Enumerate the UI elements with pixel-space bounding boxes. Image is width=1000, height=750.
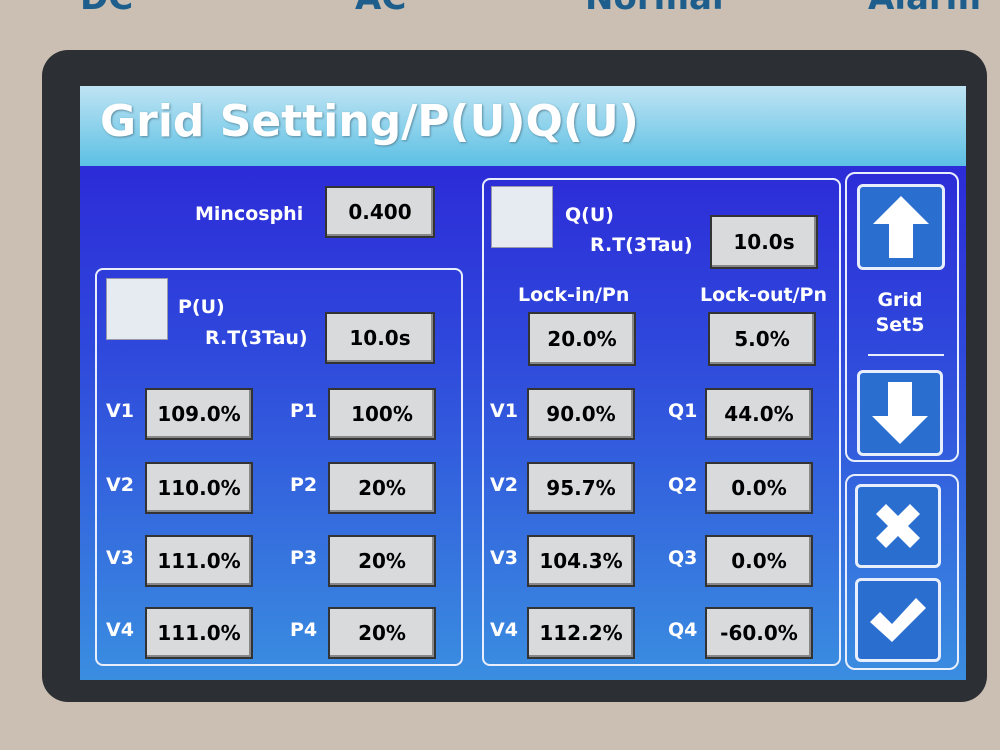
lock-in-label: Lock-in/Pn — [518, 284, 630, 306]
q-label: Q2 — [668, 474, 698, 496]
down-arrow — [872, 382, 928, 444]
v-label: V2 — [490, 474, 518, 496]
mincosphi-field[interactable]: 0.400 — [325, 186, 435, 238]
p-field[interactable]: 100% — [328, 388, 436, 440]
nav-panel — [845, 172, 959, 462]
action-panel — [845, 474, 959, 670]
q-field[interactable]: 0.0% — [705, 462, 813, 514]
cancel-button[interactable] — [855, 484, 941, 568]
q-label: Q4 — [668, 619, 698, 641]
v-label: V4 — [490, 619, 518, 641]
pu-checkbox[interactable] — [106, 278, 168, 340]
v-field[interactable]: 104.3% — [527, 535, 635, 587]
p-label: P2 — [290, 474, 318, 496]
qu-rt-label: R.T(3Tau) — [590, 234, 693, 256]
q-field[interactable]: -60.0% — [705, 607, 813, 659]
title: Grid Setting/P(U)Q(U) — [100, 96, 639, 147]
v-field[interactable]: 110.0% — [145, 462, 253, 514]
p-field[interactable]: 20% — [328, 607, 436, 659]
mincosphi-label: Mincosphi — [195, 203, 304, 225]
status-label: DC — [80, 0, 133, 18]
p-label: P3 — [290, 547, 318, 569]
v-field[interactable]: 111.0% — [145, 535, 253, 587]
divider — [868, 354, 944, 356]
qu-panel — [482, 178, 841, 666]
down-button[interactable] — [857, 370, 943, 456]
confirm-icon — [870, 598, 926, 642]
qu-checkbox[interactable] — [491, 186, 553, 248]
v-field[interactable]: 109.0% — [145, 388, 253, 440]
cancel-icon — [876, 504, 920, 548]
page-line: Set5 — [875, 314, 925, 336]
v-label: V2 — [106, 474, 134, 496]
v-field[interactable]: 112.2% — [527, 607, 635, 659]
lock-out-field[interactable]: 5.0% — [708, 312, 816, 366]
pu-rt-field[interactable]: 10.0s — [325, 312, 435, 364]
q-label: Q3 — [668, 547, 698, 569]
v-label: V3 — [106, 547, 134, 569]
v-label: V1 — [490, 400, 518, 422]
page-line: Grid — [877, 289, 923, 311]
qu-label: Q(U) — [565, 204, 614, 226]
status-label: Normal — [585, 0, 724, 18]
pu-rt-label: R.T(3Tau) — [205, 327, 308, 349]
page-indicator: Grid Set5 — [845, 288, 955, 338]
q-field[interactable]: 0.0% — [705, 535, 813, 587]
v-label: V1 — [106, 400, 134, 422]
qu-rt-field[interactable]: 10.0s — [710, 215, 818, 269]
p-label: P4 — [290, 619, 318, 641]
v-field[interactable]: 90.0% — [527, 388, 635, 440]
v-field[interactable]: 111.0% — [145, 607, 253, 659]
v-field[interactable]: 95.7% — [527, 462, 635, 514]
title-bar — [80, 86, 966, 166]
status-label: AC — [355, 0, 406, 18]
pu-label: P(U) — [178, 296, 225, 318]
lock-out-label: Lock-out/Pn — [700, 284, 827, 306]
v-label: V3 — [490, 547, 518, 569]
p-field[interactable]: 20% — [328, 535, 436, 587]
p-field[interactable]: 20% — [328, 462, 436, 514]
lock-in-field[interactable]: 20.0% — [528, 312, 636, 366]
pu-panel — [95, 268, 463, 666]
status-label: Alarm — [868, 0, 981, 18]
q-field[interactable]: 44.0% — [705, 388, 813, 440]
up-arrow — [873, 196, 929, 258]
q-label: Q1 — [668, 400, 698, 422]
confirm-button[interactable] — [855, 578, 941, 662]
p-label: P1 — [290, 400, 318, 422]
v-label: V4 — [106, 619, 134, 641]
up-button[interactable] — [857, 184, 945, 270]
